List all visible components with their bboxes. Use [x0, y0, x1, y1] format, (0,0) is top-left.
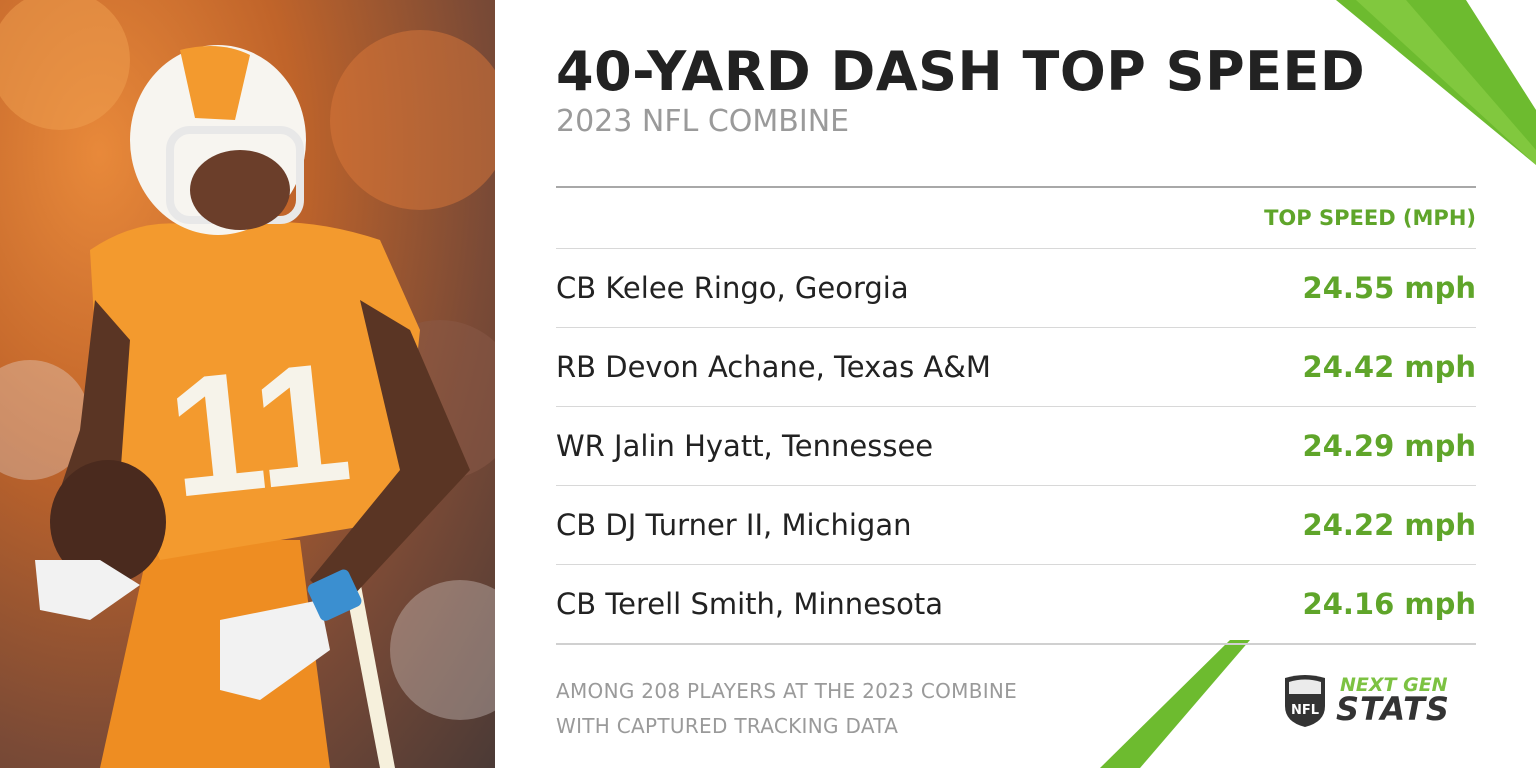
table-row: WR Jalin Hyatt, Tennessee 24.29 mph [556, 406, 1476, 485]
player-name: CB DJ Turner II, Michigan [556, 508, 912, 542]
player-photo-illustration: 11 [0, 0, 495, 768]
nfl-shield-icon: NFL [1285, 675, 1325, 727]
logo-line-1: NEXT GEN [1340, 674, 1448, 696]
top-speed-value: 24.42 mph [1302, 350, 1476, 384]
next-gen-stats-logo: NFL NEXT GEN STATS [1282, 672, 1477, 732]
footnote: AMONG 208 PLAYERS AT THE 2023 COMBINE WI… [556, 674, 1017, 744]
footnote-line-2: WITH CAPTURED TRACKING DATA [556, 714, 899, 738]
top-speed-value: 24.22 mph [1302, 508, 1476, 542]
table-row: CB Kelee Ringo, Georgia 24.55 mph [556, 248, 1476, 327]
table-row: RB Devon Achane, Texas A&M 24.42 mph [556, 327, 1476, 406]
jersey-number: 11 [160, 326, 359, 534]
page-subtitle: 2023 NFL COMBINE [556, 104, 850, 139]
top-speed-value: 24.29 mph [1302, 429, 1476, 463]
footnote-line-1: AMONG 208 PLAYERS AT THE 2023 COMBINE [556, 679, 1018, 703]
player-name: RB Devon Achane, Texas A&M [556, 350, 991, 384]
speed-table: CB Kelee Ringo, Georgia 24.55 mph RB Dev… [556, 248, 1476, 645]
top-speed-value: 24.16 mph [1302, 587, 1476, 621]
player-name: CB Terell Smith, Minnesota [556, 587, 944, 621]
player-name: CB Kelee Ringo, Georgia [556, 271, 909, 305]
table-row: CB DJ Turner II, Michigan 24.22 mph [556, 485, 1476, 564]
top-speed-value: 24.55 mph [1302, 271, 1476, 305]
nfl-shield-text: NFL [1291, 703, 1319, 718]
divider [556, 186, 1476, 188]
green-slash-decoration [1336, 0, 1536, 165]
table-row: CB Terell Smith, Minnesota 24.16 mph [556, 564, 1476, 645]
player-photo: 11 [0, 0, 495, 768]
green-slash-decoration-bottom [1100, 640, 1250, 768]
logo-line-2: STATS [1336, 690, 1450, 728]
column-header-top-speed: TOP SPEED (MPH) [1264, 206, 1476, 230]
player-name: WR Jalin Hyatt, Tennessee [556, 429, 934, 463]
page-title: 40-YARD DASH TOP SPEED [556, 40, 1366, 103]
